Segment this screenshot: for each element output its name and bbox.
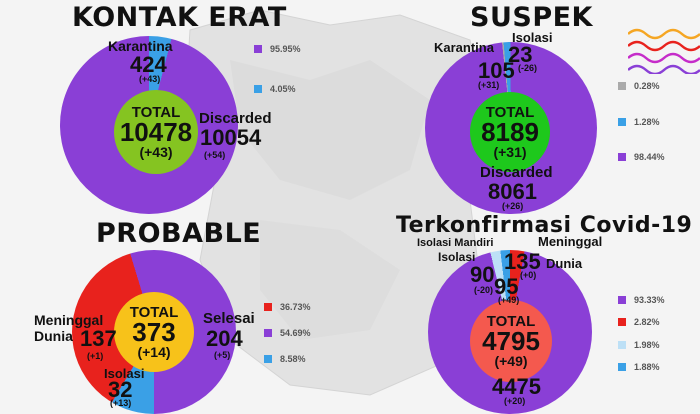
suspek-discarded-value: 8061	[488, 179, 537, 204]
terkonfirmasi-isolasi-mandiri-value: 90	[470, 262, 495, 287]
kontak-erat-total-label: TOTAL	[131, 103, 181, 121]
suspek-total-circle: TOTAL 8189 (+31)	[470, 92, 550, 172]
suspek-title: SUSPEK	[470, 2, 593, 33]
suspek-isolasi-delta: (-26)	[518, 63, 538, 73]
terkonfirmasi-isolasi-value: 95	[494, 274, 519, 299]
probable-legend-item: 8.58%	[264, 354, 306, 364]
suspek-karantina-delta: (+31)	[478, 80, 500, 90]
terkonfirmasi-total-label: TOTAL	[486, 312, 536, 330]
probable-total-delta: (+14)	[137, 343, 171, 360]
suspek-karantina-value: 105	[478, 58, 515, 83]
probable-isolasi-value: 32	[108, 377, 133, 402]
probable-meninggal-label-2: Dunia	[34, 328, 73, 344]
probable-legend-item: 54.69%	[264, 328, 311, 338]
legend-pct: 2.82%	[634, 317, 660, 327]
legend-swatch	[618, 82, 626, 90]
kontak-erat-total-value: 10478	[119, 116, 193, 147]
terkonfirmasi-legend-item: 1.88%	[618, 362, 660, 372]
kontak-erat-karantina-value: 424	[130, 52, 167, 77]
kontak-erat-karantina-delta: (+43)	[139, 74, 161, 84]
suspek-isolasi-value: 23	[508, 42, 533, 67]
legend-swatch	[618, 118, 626, 126]
terkonfirmasi-total-delta: (+49)	[494, 352, 528, 369]
legend-swatch	[618, 363, 626, 371]
terkonfirmasi-meninggal-label: Meninggal	[538, 234, 603, 249]
probable-meninggal-delta: (+1)	[87, 351, 104, 361]
legend-pct: 0.28%	[634, 81, 660, 91]
kontak-erat-total-circle: TOTAL 10478 (+43)	[114, 90, 198, 174]
probable-meninggal-label: Meninggal	[34, 312, 104, 328]
kontak-erat-legend-item: 4.05%	[254, 84, 296, 94]
legend-pct: 1.88%	[634, 362, 660, 372]
probable-isolasi-delta: (+13)	[110, 398, 132, 408]
kontak-erat-legend-item: 95.95%	[254, 44, 301, 54]
terkonfirmasi-legend-item: 1.98%	[618, 340, 660, 350]
legend-swatch	[254, 85, 262, 93]
legend-pct: 4.05%	[270, 84, 296, 94]
legend-pct: 98.44%	[634, 152, 665, 162]
legend-pct: 8.58%	[280, 354, 306, 364]
legend-swatch	[618, 341, 626, 349]
terkonfirmasi-isolasi-label: Isolasi	[438, 250, 476, 264]
suspek-total-delta: (+31)	[493, 143, 527, 160]
probable-total-circle: TOTAL 373 (+14)	[114, 292, 194, 372]
kontak-erat-discarded-value: 10054	[200, 125, 262, 150]
decorative-waves-icon	[628, 28, 700, 74]
legend-swatch	[254, 45, 262, 53]
terkonfirmasi-meninggal-label-2: Dunia	[546, 256, 583, 271]
suspek-karantina-label: Karantina	[434, 40, 494, 55]
probable-selesai-delta: (+5)	[214, 350, 231, 360]
terkonfirmasi-total-circle: TOTAL 4795 (+49)	[470, 300, 552, 382]
probable-total-value: 373	[132, 316, 176, 347]
suspek-legend-item: 98.44%	[618, 152, 665, 162]
terkonfirmasi-meninggal-value: 135	[504, 249, 541, 274]
terkonfirmasi-selesai-delta: (+20)	[504, 396, 526, 406]
suspek-total-value: 8189	[481, 116, 539, 147]
kontak-erat-discarded-label: Discarded	[199, 110, 272, 127]
probable-meninggal-value: 137	[80, 326, 117, 351]
terkonfirmasi-legend-item: 2.82%	[618, 317, 660, 327]
terkonfirmasi-total-value: 4795	[482, 325, 540, 356]
legend-pct: 95.95%	[270, 44, 301, 54]
probable-isolasi-label: Isolasi	[104, 366, 145, 381]
kontak-erat-discarded-delta: (+54)	[204, 150, 226, 160]
suspek-discarded-delta: (+26)	[502, 201, 524, 211]
suspek-isolasi-label: Isolasi	[512, 30, 553, 45]
legend-swatch	[618, 318, 626, 326]
suspek-total-label: TOTAL	[485, 103, 535, 121]
terkonfirmasi-isolasi-mandiri-label: Isolasi Mandiri	[417, 237, 494, 249]
legend-pct: 1.98%	[634, 340, 660, 350]
suspek-legend-item: 0.28%	[618, 81, 660, 91]
probable-selesai-label: Selesai	[203, 310, 255, 327]
probable-selesai-value: 204	[206, 326, 243, 351]
terkonfirmasi-meninggal-delta: (+0)	[520, 270, 537, 280]
terkonfirmasi-isolasi-mandiri-delta: (-20)	[474, 285, 494, 295]
kontak-erat-total-delta: (+43)	[139, 143, 173, 160]
kontak-erat-title: KONTAK ERAT	[72, 2, 287, 33]
legend-pct: 93.33%	[634, 295, 665, 305]
legend-swatch	[264, 329, 272, 337]
legend-swatch	[264, 303, 272, 311]
legend-swatch	[618, 296, 626, 304]
kontak-erat-karantina-label: Karantina	[108, 38, 173, 54]
legend-pct: 36.73%	[280, 302, 311, 312]
legend-swatch	[618, 153, 626, 161]
suspek-legend-item: 1.28%	[618, 117, 660, 127]
legend-pct: 54.69%	[280, 328, 311, 338]
probable-legend-item: 36.73%	[264, 302, 311, 312]
terkonfirmasi-isolasi-delta: (+49)	[498, 295, 520, 305]
suspek-discarded-label: Discarded	[480, 164, 553, 181]
probable-title: PROBABLE	[96, 218, 262, 249]
legend-pct: 1.28%	[634, 117, 660, 127]
terkonfirmasi-title: Terkonfirmasi Covid-19	[396, 213, 693, 238]
probable-total-label: TOTAL	[129, 303, 179, 321]
terkonfirmasi-selesai-value: 4475	[492, 374, 541, 399]
legend-swatch	[264, 355, 272, 363]
map-background	[184, 9, 491, 396]
terkonfirmasi-legend-item: 93.33%	[618, 295, 665, 305]
